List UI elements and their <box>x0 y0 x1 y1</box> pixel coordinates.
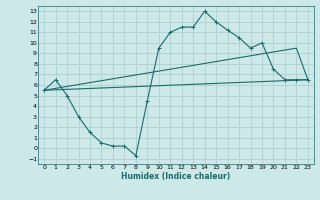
X-axis label: Humidex (Indice chaleur): Humidex (Indice chaleur) <box>121 172 231 181</box>
